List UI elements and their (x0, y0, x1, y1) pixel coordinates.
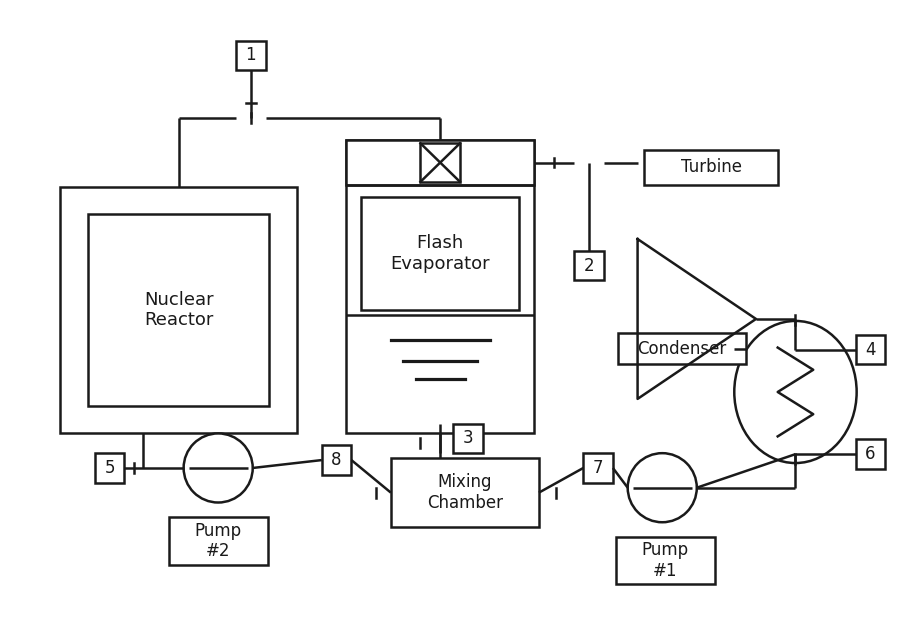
Bar (644, 150, 777, 185)
Bar (236, 40, 265, 70)
Bar (855, 439, 885, 469)
Bar (346, 140, 533, 185)
Ellipse shape (733, 321, 855, 463)
Text: 1: 1 (245, 47, 256, 64)
Bar (574, 251, 603, 281)
Bar (95, 453, 124, 483)
Text: Pump
#2: Pump #2 (194, 521, 241, 561)
Bar (615, 537, 713, 585)
Text: Pump
#1: Pump #1 (641, 542, 688, 580)
Text: Mixing
Chamber: Mixing Chamber (426, 473, 502, 512)
Bar (420, 143, 459, 182)
Text: 4: 4 (865, 341, 875, 358)
Bar (60, 186, 297, 434)
Bar (346, 140, 533, 434)
Bar (322, 446, 351, 475)
Bar (87, 214, 269, 406)
Circle shape (183, 434, 252, 502)
Bar (583, 453, 612, 483)
Bar (855, 335, 885, 365)
Bar (453, 423, 482, 453)
Text: 8: 8 (331, 451, 342, 469)
Text: Condenser: Condenser (637, 339, 726, 358)
Bar (617, 333, 745, 365)
Circle shape (627, 453, 696, 522)
Text: 6: 6 (865, 445, 875, 463)
Text: Flash
Evaporator: Flash Evaporator (390, 234, 489, 273)
Text: 3: 3 (462, 429, 473, 447)
Text: Nuclear
Reactor: Nuclear Reactor (144, 291, 213, 329)
Bar (391, 458, 538, 527)
Text: 7: 7 (592, 459, 603, 477)
Text: Turbine: Turbine (680, 159, 741, 176)
Text: 2: 2 (583, 257, 594, 275)
Text: 5: 5 (104, 459, 115, 477)
Bar (169, 518, 267, 564)
Bar (361, 197, 518, 310)
